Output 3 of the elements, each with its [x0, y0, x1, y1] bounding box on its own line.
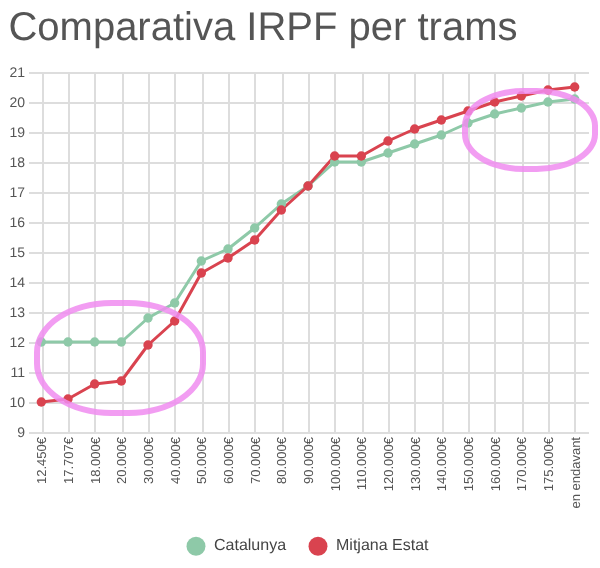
legend-label: Catalunya: [214, 536, 288, 555]
legend-label: Mitjana Estat: [336, 536, 431, 555]
chart-title: Comparativa IRPF per trams: [8, 6, 518, 50]
